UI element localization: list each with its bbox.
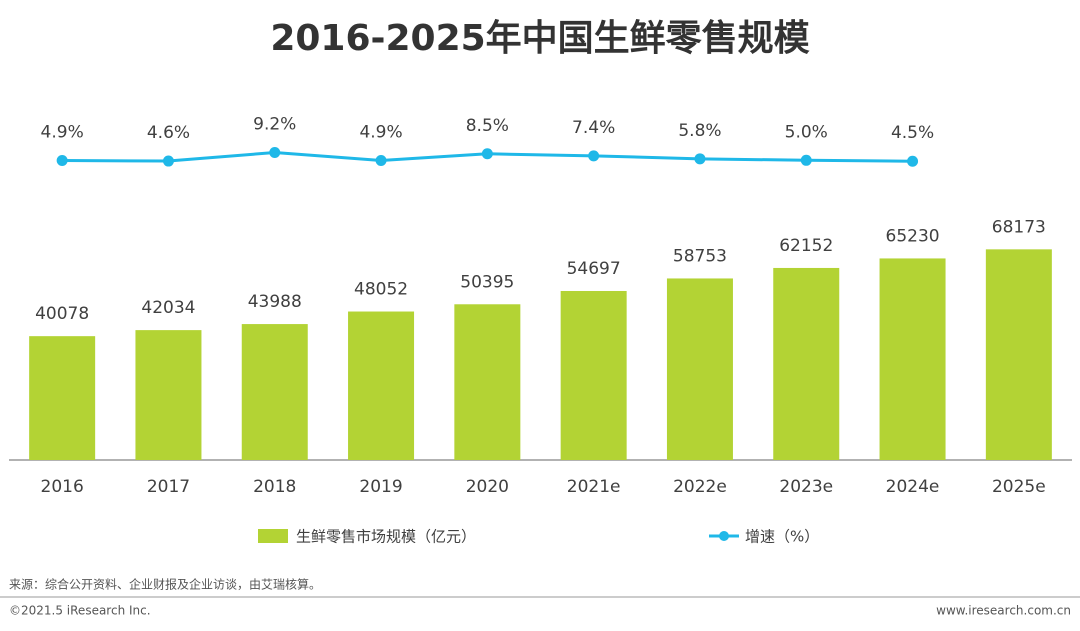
bar-value-label: 50395 <box>460 272 514 292</box>
bar <box>29 336 96 460</box>
growth-point <box>694 153 706 165</box>
growth-value-label: 4.9% <box>359 122 402 142</box>
x-tick-label: 2021e <box>567 477 621 497</box>
x-tick-label: 2017 <box>147 477 190 497</box>
growth-value-label: 9.2% <box>253 114 296 134</box>
bar <box>773 267 840 460</box>
bar-value-label: 62152 <box>779 236 833 256</box>
chart-title: 2016-2025年中国生鲜零售规模 <box>270 18 809 59</box>
legend-label: 生鲜零售市场规模（亿元） <box>296 528 476 546</box>
bar <box>666 278 733 460</box>
bar-value-label: 42034 <box>141 298 195 318</box>
growth-point <box>162 155 174 167</box>
growth-point <box>588 150 600 162</box>
legend-swatch <box>258 529 288 543</box>
x-tick-label: 2019 <box>359 477 402 497</box>
source-note: 来源：综合公开资料、企业财报及企业访谈，由艾瑞核算。 <box>9 577 321 592</box>
growth-value-label: 4.9% <box>41 122 84 142</box>
growth-point <box>481 148 493 160</box>
bar-value-label: 65230 <box>886 226 940 246</box>
growth-point <box>375 154 387 166</box>
bar-value-label: 40078 <box>35 304 89 324</box>
bar-value-label: 43988 <box>248 292 302 312</box>
growth-value-label: 5.0% <box>785 122 828 142</box>
bar <box>879 258 946 460</box>
growth-value-label: 5.8% <box>678 121 721 141</box>
growth-value-label: 4.6% <box>147 123 190 143</box>
growth-value-label: 7.4% <box>572 118 615 138</box>
growth-point <box>56 154 68 166</box>
bar-value-label: 54697 <box>567 259 621 279</box>
growth-point <box>907 155 919 167</box>
growth-point <box>269 146 281 158</box>
x-tick-label: 2023e <box>779 477 833 497</box>
bar-value-label: 68173 <box>992 217 1046 237</box>
bar <box>241 324 308 460</box>
x-tick-label: 2024e <box>886 477 940 497</box>
x-tick-label: 2022e <box>673 477 727 497</box>
copyright: ©2021.5 iResearch Inc. <box>9 604 151 618</box>
growth-value-label: 4.5% <box>891 123 934 143</box>
bar-value-label: 48052 <box>354 280 408 300</box>
bar-value-label: 58753 <box>673 246 727 266</box>
legend-swatch <box>719 531 729 541</box>
x-tick-label: 2016 <box>41 477 84 497</box>
growth-point <box>800 154 812 166</box>
website: www.iresearch.com.cn <box>936 604 1071 618</box>
legend-label: 增速（%） <box>745 528 819 546</box>
x-tick-label: 2025e <box>992 477 1046 497</box>
bar <box>454 304 521 460</box>
bar <box>560 290 627 460</box>
bar <box>348 311 415 460</box>
growth-value-label: 8.5% <box>466 116 509 136</box>
x-tick-label: 2020 <box>466 477 509 497</box>
bar <box>135 330 202 460</box>
x-tick-label: 2018 <box>253 477 296 497</box>
bar <box>985 249 1052 460</box>
